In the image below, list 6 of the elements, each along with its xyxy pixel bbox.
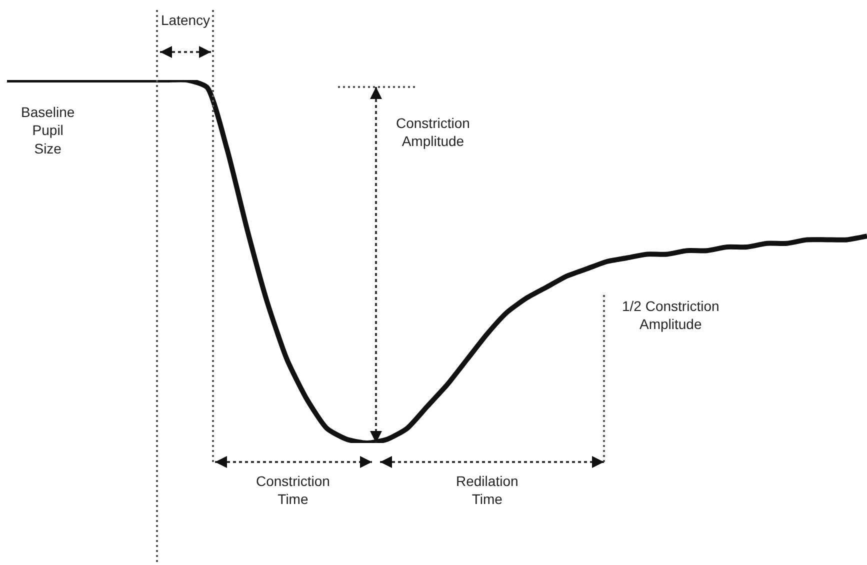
text: Latency (161, 12, 210, 28)
text: Constriction Time (256, 473, 330, 508)
annotation: 1/2 Constriction Amplitude (622, 298, 720, 332)
annotation: Baseline Pupil Size (21, 104, 75, 156)
text: Redilation Time (456, 473, 518, 508)
annotation: Constriction Amplitude (396, 115, 470, 150)
